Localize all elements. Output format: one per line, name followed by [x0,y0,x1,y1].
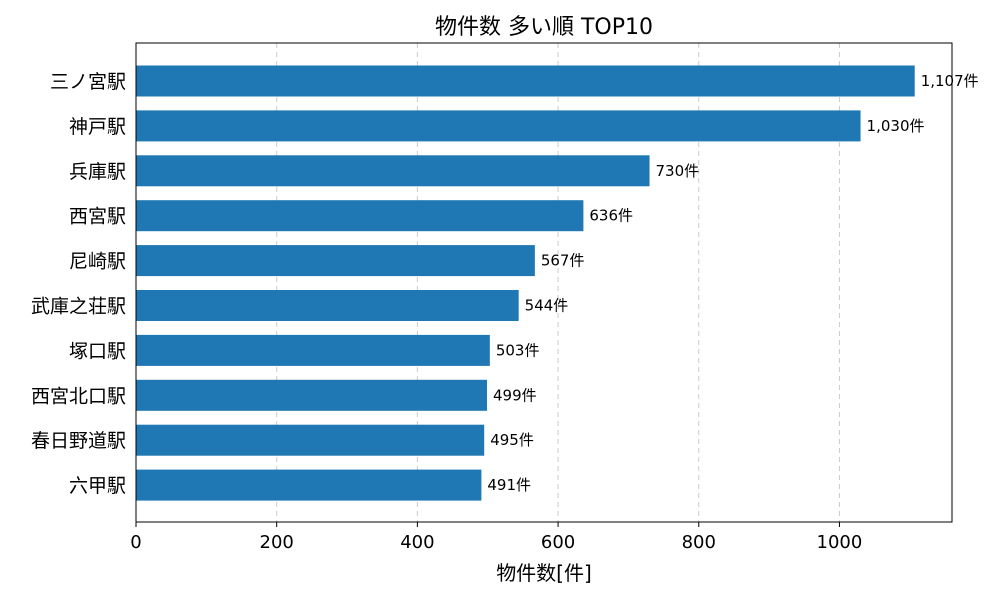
data-label-0: 1,107件 [921,72,979,90]
data-label-2: 730件 [656,162,700,180]
x-tick-label-4: 800 [682,532,716,553]
data-label-7: 499件 [493,386,537,404]
y-tick-label-9: 六甲駅 [69,475,126,497]
x-tick-label-1: 200 [260,532,294,553]
x-tick-label-5: 1000 [817,532,863,553]
x-axis-label: 物件数[件] [496,561,592,585]
data-label-1: 1,030件 [867,117,925,135]
data-label-5: 544件 [525,297,569,315]
bar-0 [136,65,915,97]
bar-5 [136,290,519,321]
y-tick-label-7: 西宮北口駅 [31,385,126,407]
bar-8 [136,424,485,456]
data-label-3: 636件 [589,207,633,225]
x-tick-label-3: 600 [541,532,575,553]
bar-3 [136,200,584,232]
y-tick-label-5: 武庫之荘駅 [31,296,126,318]
y-tick-label-6: 塚口駅 [69,340,126,362]
y-tick-label-1: 神戸駅 [69,116,126,138]
y-tick-label-0: 三ノ宮駅 [50,71,126,93]
y-tick-label-2: 兵庫駅 [69,161,126,183]
bars-group [136,65,915,501]
x-tick-label-0: 0 [130,532,141,553]
data-labels: 1,107件 1,030件 730件 636件 567件 544件 503件 499件 495件… [487,72,978,494]
data-label-6: 503件 [496,341,540,359]
bar-2 [136,155,650,187]
bar-4 [136,245,535,277]
x-axis-ticks: 0 200 400 600 800 1000 [130,522,862,553]
plot-area-frame [135,42,953,523]
bar-6 [136,334,490,366]
data-label-8: 495件 [490,431,534,449]
data-label-9: 491件 [487,476,531,494]
bar-9 [136,469,482,501]
y-tick-label-3: 西宮駅 [69,206,126,228]
bar-7 [136,379,488,411]
data-label-4: 567件 [541,252,585,270]
y-tick-label-4: 尼崎駅 [69,251,126,273]
chart-title: 物件数 多い順 TOP10 [435,15,653,40]
bar-1 [136,110,861,142]
x-tick-label-2: 400 [400,532,434,553]
y-tick-label-8: 春日野道駅 [31,430,126,452]
